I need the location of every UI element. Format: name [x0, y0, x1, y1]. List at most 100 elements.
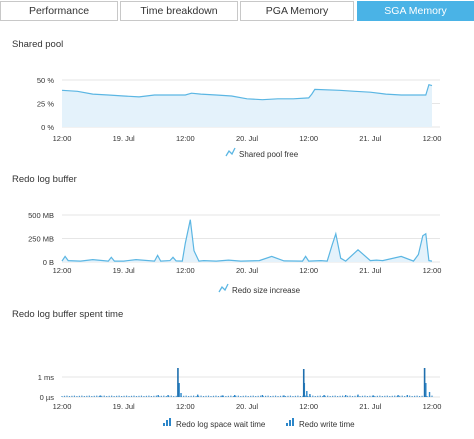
bar-baseline	[418, 396, 421, 397]
bar-baseline	[409, 395, 411, 397]
bar-baseline	[339, 395, 341, 397]
bar-baseline	[205, 395, 207, 397]
bar-baseline	[66, 395, 68, 397]
bar-space-wait	[178, 383, 180, 397]
bar-baseline	[143, 396, 145, 397]
bar-baseline	[389, 396, 391, 397]
bar-baseline	[359, 396, 361, 397]
legend-label: Shared pool free	[239, 150, 299, 159]
bar-baseline	[327, 395, 329, 397]
x-tick-label: 19. Jul	[113, 134, 135, 143]
x-tick-label: 12:00	[423, 266, 442, 275]
bar-baseline	[195, 396, 197, 397]
bar-baseline	[73, 395, 76, 397]
bar-baseline	[287, 395, 289, 397]
bar-baseline	[329, 396, 331, 397]
bar-baseline	[108, 395, 110, 397]
bar-baseline	[61, 396, 63, 397]
bar-baseline	[202, 396, 205, 397]
bar-baseline	[299, 396, 301, 397]
bar-space-wait	[261, 395, 264, 397]
bar-baseline	[346, 395, 349, 397]
bar-baseline	[307, 396, 309, 397]
bar-baseline	[197, 395, 200, 397]
bar-baseline	[78, 395, 80, 397]
bar-baseline	[262, 396, 264, 397]
bar-baseline	[98, 396, 100, 397]
bar-baseline	[113, 396, 115, 397]
bar-baseline	[135, 396, 138, 397]
bar-baseline	[257, 395, 259, 397]
bar-baseline	[170, 395, 172, 397]
bar-baseline	[379, 395, 381, 397]
tab-pga-memory[interactable]: PGA Memory	[240, 1, 354, 21]
bar-baseline	[404, 396, 406, 397]
series-line	[61, 83, 433, 101]
bar-baseline	[148, 395, 150, 397]
legend-label: Redo log space wait time	[176, 420, 266, 429]
bar-baseline	[351, 396, 354, 397]
y-tick-label: 0 %	[41, 123, 54, 132]
bar-baseline	[391, 395, 393, 397]
bar-write-time	[302, 369, 305, 397]
bar-baseline	[274, 395, 277, 397]
bar-baseline	[116, 395, 118, 397]
bar-baseline	[93, 395, 95, 397]
tab-time-breakdown[interactable]: Time breakdown	[120, 1, 238, 21]
bar-baseline	[252, 395, 254, 397]
tab-sga-memory[interactable]: SGA Memory	[357, 1, 474, 21]
bar-space-wait	[425, 383, 427, 397]
series-line	[61, 219, 433, 262]
bar-baseline	[386, 395, 388, 397]
bar-baseline	[190, 395, 192, 397]
x-tick-label: 20. Jul	[236, 402, 258, 411]
x-tick-label: 12:00	[176, 266, 195, 275]
bar-baseline	[317, 395, 319, 397]
bar-space-wait	[323, 395, 325, 397]
bar-baseline	[277, 396, 279, 397]
y-tick-label: 0 µs	[40, 393, 55, 402]
bar-baseline	[71, 395, 73, 397]
bar-baseline	[153, 395, 155, 397]
bar-baseline	[232, 396, 234, 397]
x-tick-label: 12:00	[299, 402, 318, 411]
bar-baseline	[279, 395, 282, 397]
bar-baseline	[118, 395, 120, 397]
bar-baseline	[265, 395, 267, 397]
bar-space-wait	[221, 395, 224, 397]
bar-space-wait	[180, 393, 182, 397]
tab-bar: Performance Time breakdown PGA Memory SG…	[0, 0, 474, 22]
bar-baseline	[230, 395, 232, 397]
bar-baseline	[235, 395, 237, 397]
y-tick-label: 1 ms	[38, 373, 55, 382]
bar-baseline	[133, 395, 135, 397]
bar-baseline	[349, 395, 351, 397]
bar-baseline	[272, 395, 274, 397]
tab-performance[interactable]: Performance	[0, 1, 118, 21]
y-tick-label: 25 %	[37, 100, 54, 109]
bar-baseline	[431, 395, 433, 397]
bar-space-wait	[397, 395, 399, 397]
bar-baseline	[401, 395, 403, 397]
x-tick-label: 20. Jul	[236, 134, 258, 143]
bar-space-wait	[428, 392, 431, 397]
x-tick-label: 12:00	[423, 134, 442, 143]
legend-write-time-icon	[286, 418, 294, 426]
bar-baseline	[207, 395, 210, 397]
bar-baseline	[220, 395, 222, 397]
shared-pool-title: Shared pool	[12, 39, 64, 50]
legend-space-wait-icon	[163, 418, 171, 426]
bar-baseline	[101, 395, 103, 397]
x-tick-label: 12:00	[176, 134, 195, 143]
bar-space-wait	[157, 395, 159, 397]
bar-write-time	[423, 368, 426, 397]
bar-baseline	[212, 395, 215, 397]
bar-baseline	[282, 395, 284, 397]
bar-space-wait	[196, 394, 199, 397]
bar-baseline	[240, 396, 242, 397]
bar-space-wait	[309, 394, 311, 397]
x-tick-label: 12:00	[53, 266, 72, 275]
bar-baseline	[396, 396, 398, 397]
